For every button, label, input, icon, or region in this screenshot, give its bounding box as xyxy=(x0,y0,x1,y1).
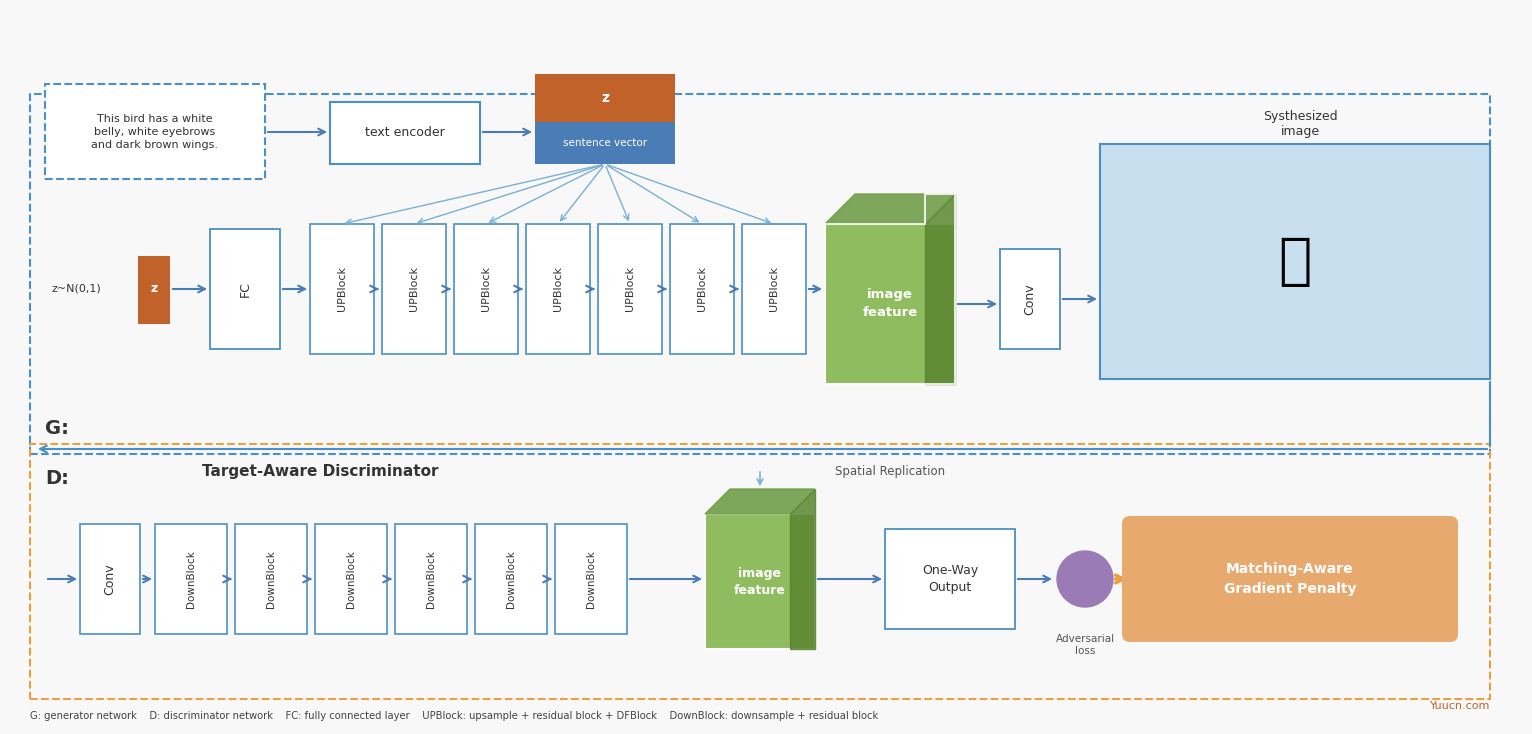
Circle shape xyxy=(1057,551,1114,607)
Text: G: generator network    D: discriminator network    FC: fully connected layer   : G: generator network D: discriminator ne… xyxy=(31,711,878,721)
Text: UPBlock: UPBlock xyxy=(553,266,562,311)
FancyBboxPatch shape xyxy=(535,74,676,122)
Text: Conv: Conv xyxy=(1023,283,1037,315)
Text: Adversarial
loss: Adversarial loss xyxy=(1056,634,1115,655)
FancyBboxPatch shape xyxy=(210,229,280,349)
Text: FC: FC xyxy=(239,281,251,297)
FancyBboxPatch shape xyxy=(80,524,139,634)
Text: Matching-Aware
Gradient Penalty: Matching-Aware Gradient Penalty xyxy=(1224,562,1356,596)
Text: DownBlock: DownBlock xyxy=(426,550,437,608)
Text: UPBlock: UPBlock xyxy=(769,266,778,311)
FancyBboxPatch shape xyxy=(826,224,954,384)
FancyBboxPatch shape xyxy=(741,224,806,354)
Text: DownBlock: DownBlock xyxy=(267,550,276,608)
Text: DownBlock: DownBlock xyxy=(185,550,196,608)
Text: Systhesized
image: Systhesized image xyxy=(1262,110,1337,138)
Text: DownBlock: DownBlock xyxy=(506,550,516,608)
FancyBboxPatch shape xyxy=(525,224,590,354)
Text: D:: D: xyxy=(44,470,69,489)
FancyBboxPatch shape xyxy=(316,524,388,634)
FancyBboxPatch shape xyxy=(453,224,518,354)
Text: UPBlock: UPBlock xyxy=(625,266,634,311)
Text: DownBlock: DownBlock xyxy=(346,550,355,608)
Text: image
feature: image feature xyxy=(863,288,918,319)
Text: This bird has a white
belly, white eyebrows
and dark brown wings.: This bird has a white belly, white eyebr… xyxy=(92,114,219,150)
Polygon shape xyxy=(791,489,815,649)
FancyBboxPatch shape xyxy=(535,122,676,164)
Text: 🐦: 🐦 xyxy=(1278,235,1311,289)
Text: z~N(0,1): z~N(0,1) xyxy=(52,284,101,294)
Text: UPBlock: UPBlock xyxy=(337,266,348,311)
FancyBboxPatch shape xyxy=(669,224,734,354)
FancyBboxPatch shape xyxy=(155,524,227,634)
FancyBboxPatch shape xyxy=(1000,249,1060,349)
Bar xyxy=(31,94,1491,454)
FancyBboxPatch shape xyxy=(395,524,467,634)
Text: UPBlock: UPBlock xyxy=(697,266,706,311)
Text: Yuucn.com: Yuucn.com xyxy=(1429,701,1491,711)
Text: DownBlock: DownBlock xyxy=(587,550,596,608)
Text: G:: G: xyxy=(44,420,69,438)
Bar xyxy=(44,84,265,179)
Text: z: z xyxy=(150,283,158,296)
FancyBboxPatch shape xyxy=(555,524,627,634)
Text: text encoder: text encoder xyxy=(365,126,444,139)
Text: Conv: Conv xyxy=(104,563,116,595)
FancyBboxPatch shape xyxy=(885,529,1016,629)
FancyBboxPatch shape xyxy=(1121,516,1458,642)
Text: z: z xyxy=(601,91,610,105)
FancyBboxPatch shape xyxy=(329,102,480,164)
Text: Target-Aware Discriminator: Target-Aware Discriminator xyxy=(202,465,438,479)
Text: sentence vector: sentence vector xyxy=(562,138,647,148)
Text: image
feature: image feature xyxy=(734,567,786,597)
Polygon shape xyxy=(826,194,954,224)
Bar xyxy=(1100,144,1491,379)
Polygon shape xyxy=(925,194,954,384)
FancyBboxPatch shape xyxy=(475,524,547,634)
Text: One-Way
Output: One-Way Output xyxy=(922,564,977,594)
FancyBboxPatch shape xyxy=(138,256,170,324)
Bar xyxy=(31,444,1491,699)
Polygon shape xyxy=(705,489,815,514)
Text: UPBlock: UPBlock xyxy=(409,266,418,311)
FancyBboxPatch shape xyxy=(597,224,662,354)
Text: UPBlock: UPBlock xyxy=(481,266,490,311)
Text: Spatial Replication: Spatial Replication xyxy=(835,465,945,479)
FancyBboxPatch shape xyxy=(234,524,306,634)
FancyBboxPatch shape xyxy=(381,224,446,354)
FancyBboxPatch shape xyxy=(705,514,815,649)
FancyBboxPatch shape xyxy=(309,224,374,354)
